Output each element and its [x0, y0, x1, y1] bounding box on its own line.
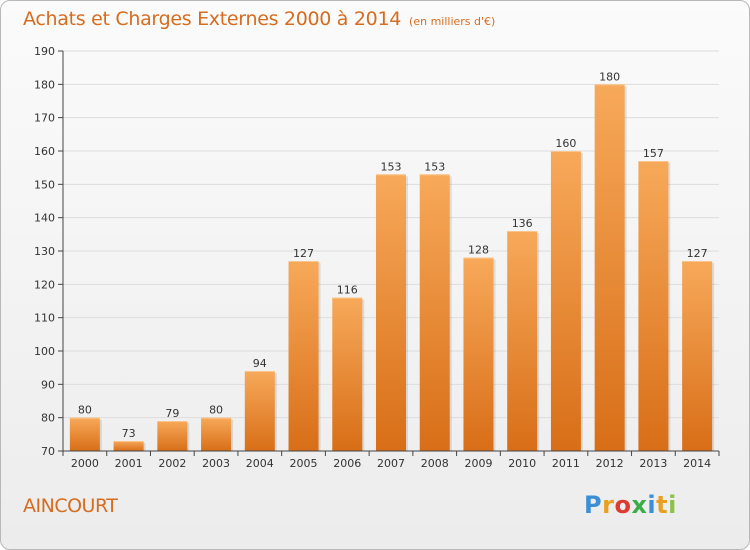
x-tick-label: 2003	[202, 457, 230, 470]
x-tick-label: 2000	[71, 457, 99, 470]
bar-2006	[332, 297, 363, 451]
value-label: 80	[209, 404, 223, 417]
value-label: 157	[643, 147, 664, 160]
bar-2009	[463, 257, 494, 451]
y-tick-label: 70	[41, 445, 55, 458]
logo-letter: i	[668, 491, 677, 519]
value-label: 127	[687, 247, 708, 260]
bar-2012	[594, 84, 625, 451]
proxiti-logo: Proxiti	[584, 491, 677, 519]
x-tick-label: 2006	[333, 457, 361, 470]
y-tick-label: 170	[34, 112, 55, 125]
value-labels: 80 73 79 80 94 127 116 153 153 128 136 160 180 157 127	[78, 70, 708, 440]
value-label: 128	[468, 244, 489, 257]
x-tick-label: 2012	[596, 457, 624, 470]
bar-2003	[201, 417, 232, 451]
logo-letter: P	[584, 491, 603, 519]
title-row: Achats et Charges Externes 2000 à 2014 (e…	[23, 8, 495, 30]
logo-letter: r	[602, 491, 615, 519]
y-tick-label: 120	[34, 278, 55, 291]
x-tick-label: 2004	[246, 457, 274, 470]
x-tick-label: 2007	[377, 457, 405, 470]
bar-2008	[419, 174, 450, 452]
x-tick-label: 2005	[290, 457, 318, 470]
chart-unit: (en milliers d'€)	[409, 15, 496, 28]
y-tick-label: 140	[34, 212, 55, 225]
value-label: 180	[599, 70, 620, 83]
logo-letter: x	[631, 491, 648, 519]
bar-2005	[288, 261, 319, 451]
y-tick-label: 160	[34, 145, 55, 158]
x-tick-label: 2014	[683, 457, 711, 470]
bar-2011	[550, 151, 581, 451]
bars	[69, 84, 715, 452]
value-label: 116	[337, 284, 358, 297]
logo-letter: t	[656, 491, 669, 519]
value-label: 79	[165, 407, 179, 420]
x-tick-label: 2010	[508, 457, 536, 470]
x-tick-label: 2001	[115, 457, 143, 470]
commune-name: AINCOURT	[23, 495, 118, 517]
value-label: 94	[253, 357, 267, 370]
bar-2002	[157, 421, 188, 451]
value-label: 73	[122, 427, 136, 440]
bar-2014	[682, 261, 713, 451]
logo-letter: i	[647, 491, 657, 519]
value-label: 153	[381, 160, 402, 173]
x-tick-labels: 2000 2001 2002 2003 2004 2005 2006 2007 2008 2009…	[62, 451, 720, 470]
x-tick-label: 2011	[552, 457, 580, 470]
y-tick-label: 150	[34, 178, 55, 191]
bar-2004	[244, 371, 275, 451]
x-tick-label: 2009	[464, 457, 492, 470]
bar-2010	[507, 231, 538, 451]
y-tick-label: 130	[34, 245, 55, 258]
value-label: 136	[512, 217, 533, 230]
y-tick-label: 190	[34, 45, 55, 58]
bar-2013	[638, 161, 669, 451]
bar-2000	[69, 417, 100, 451]
value-label: 80	[78, 404, 92, 417]
value-label: 127	[293, 247, 314, 260]
value-label: 160	[555, 137, 576, 150]
x-tick-label: 2002	[158, 457, 186, 470]
value-label: 153	[424, 160, 445, 173]
y-tick-label: 90	[41, 378, 55, 391]
y-tick-label: 100	[34, 345, 55, 358]
bar-2007	[376, 174, 406, 452]
chart-title: Achats et Charges Externes 2000 à 2014	[23, 8, 402, 30]
y-tick-label: 180	[34, 78, 55, 91]
y-tick-label: 80	[41, 412, 55, 425]
x-tick-label: 2008	[421, 457, 449, 470]
y-tick-labels: 70 80 90 100 110 120 130 140 150 160 170 180 190	[34, 45, 63, 458]
x-tick-label: 2013	[639, 457, 667, 470]
logo-letter: o	[614, 491, 632, 519]
bar-2001	[113, 441, 144, 451]
y-tick-label: 110	[34, 312, 55, 325]
